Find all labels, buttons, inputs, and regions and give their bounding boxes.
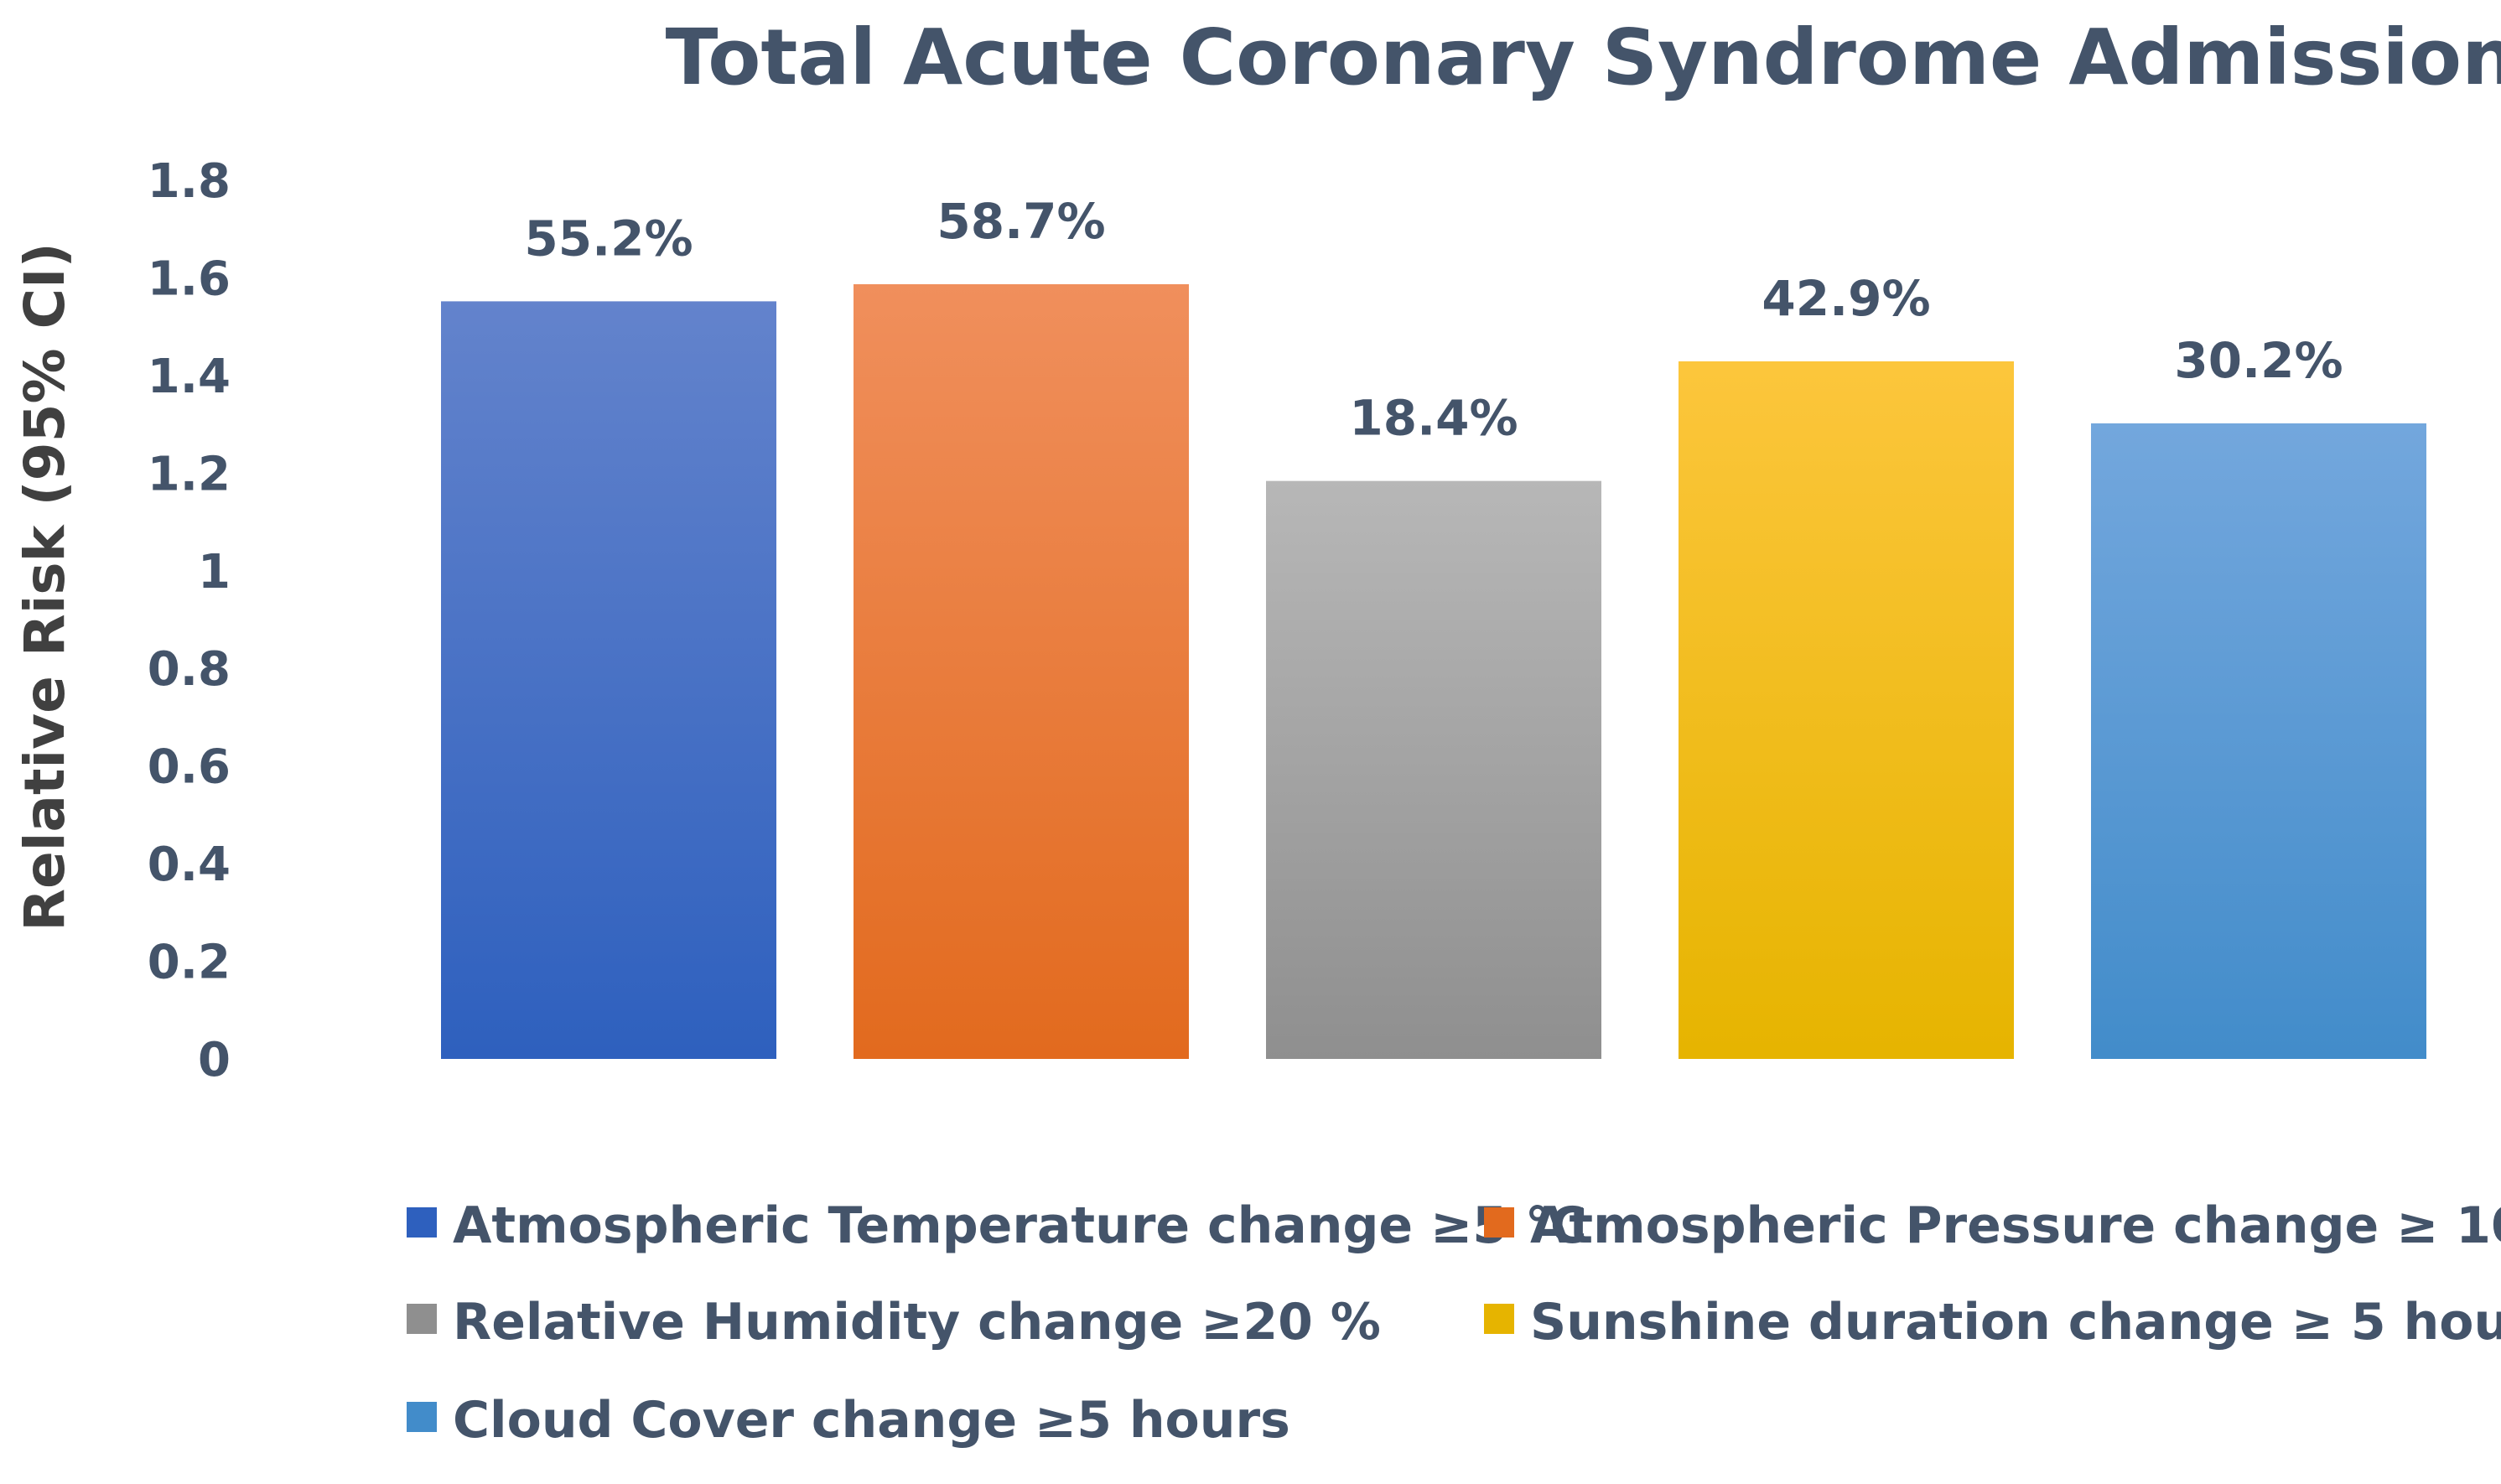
y-tick-label: 1.8: [148, 154, 231, 209]
legend-swatch: [1484, 1304, 1514, 1334]
data-label: 18.4%: [1349, 390, 1518, 447]
y-axis-ticks: 0 0.2 0.4 0.6 0.8 1 1.2 1.4 1.6 1.8: [148, 154, 231, 1087]
data-label: 42.9%: [1762, 270, 1930, 327]
legend-label: Sunshine duration change ≥ 5 hours: [1530, 1293, 2501, 1352]
bar: [441, 301, 776, 1059]
y-tick-label: 1: [198, 545, 231, 599]
bar: [854, 284, 1189, 1060]
legend-label: Atmospheric Temperature change ≥5 °C: [453, 1196, 1587, 1255]
legend-label: Atmospheric Pressure change ≥ 10 mbar: [1530, 1196, 2501, 1255]
legend-label: Relative Humidity change ≥20 %: [453, 1293, 1381, 1352]
legend-swatch: [407, 1304, 437, 1334]
chart-title: Total Acute Coronary Syndrome Admissions: [666, 13, 2501, 102]
y-axis-label: Relative Risk (95% CI): [13, 242, 77, 931]
legend-swatch: [407, 1402, 437, 1432]
y-tick-label: 0.2: [148, 936, 231, 990]
bar: [1266, 480, 1601, 1059]
data-label: 55.2%: [524, 210, 693, 267]
bar: [1679, 361, 2014, 1059]
data-labels: 55.2% 58.7% 18.4% 42.9% 30.2%: [524, 193, 2343, 447]
y-tick-label: 0.6: [148, 740, 231, 795]
legend-swatch: [407, 1207, 437, 1238]
y-tick-label: 0.4: [148, 838, 231, 892]
y-tick-label: 1.2: [148, 447, 231, 501]
legend-label: Cloud Cover change ≥5 hours: [453, 1391, 1290, 1450]
y-tick-label: 1.4: [148, 350, 231, 404]
bar: [2091, 423, 2426, 1059]
y-tick-label: 0.8: [148, 642, 231, 697]
y-tick-label: 1.6: [148, 252, 231, 306]
data-label: 30.2%: [2174, 332, 2343, 389]
bars: [441, 284, 2426, 1060]
legend: Atmospheric Temperature change ≥5 °CAtmo…: [407, 1196, 2501, 1450]
data-label: 58.7%: [937, 193, 1105, 250]
y-tick-label: 0: [198, 1033, 231, 1087]
legend-swatch: [1484, 1207, 1514, 1238]
